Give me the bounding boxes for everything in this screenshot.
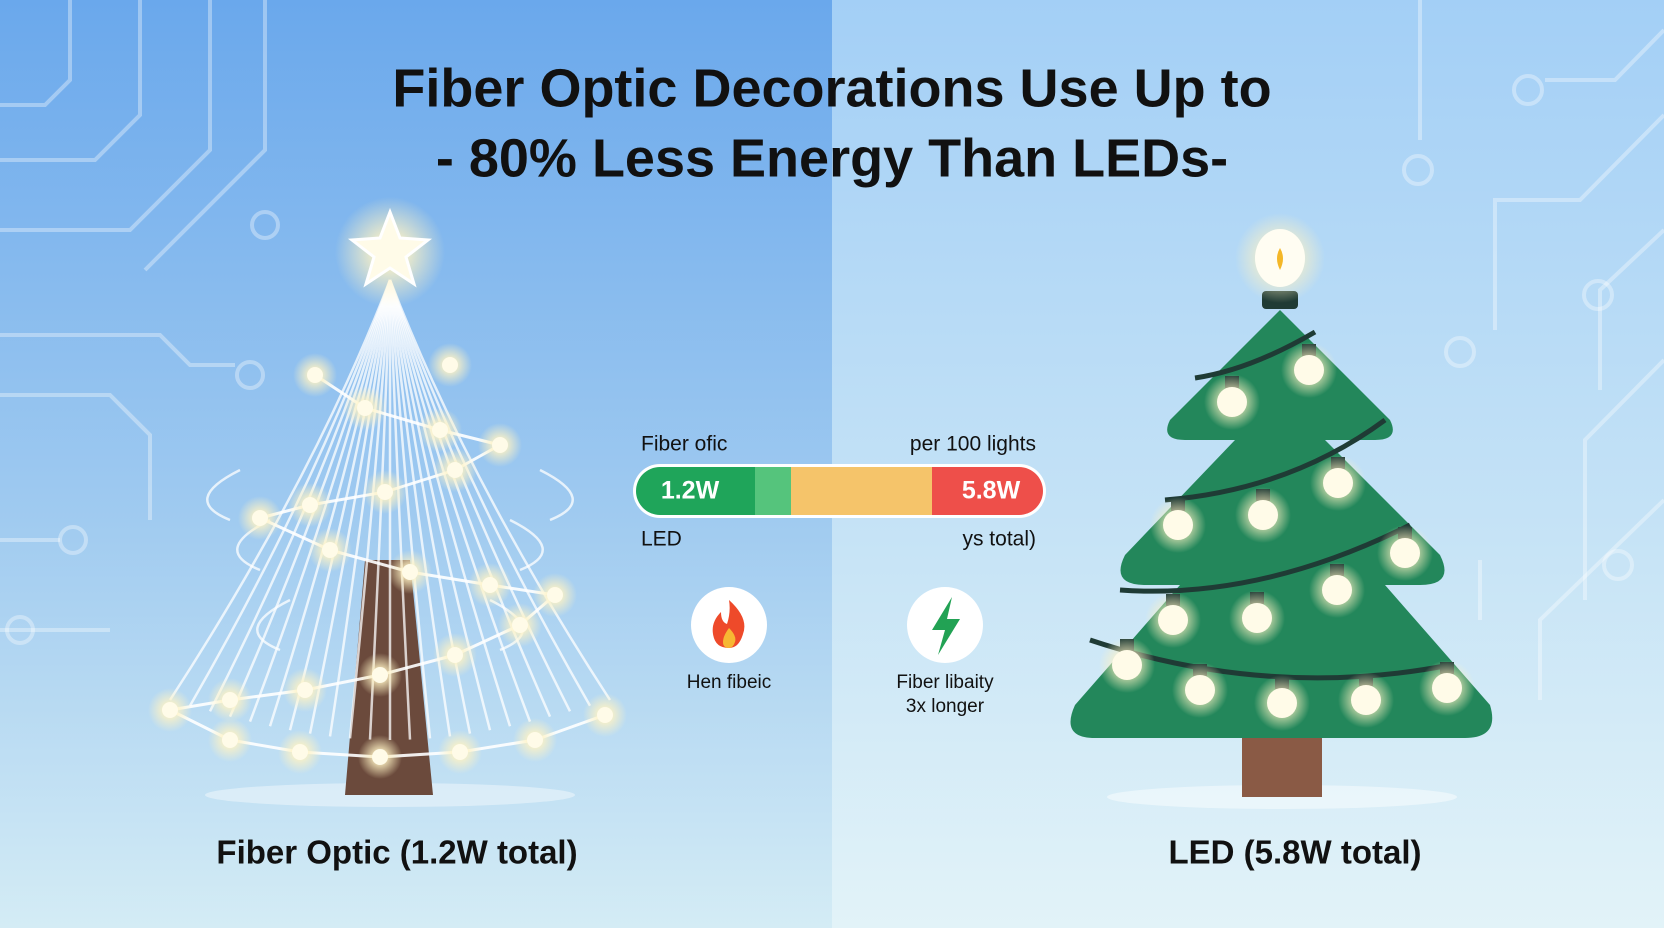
bar-left-value: 1.2W xyxy=(661,477,720,505)
light xyxy=(292,744,308,760)
light xyxy=(222,732,238,748)
light xyxy=(302,497,318,513)
fiber-strand xyxy=(308,279,392,734)
icon-labels: Hen fibeic Fiber libaity 3x longer xyxy=(687,672,994,717)
fiber-strand xyxy=(288,279,392,731)
fiber-strand xyxy=(168,279,392,701)
bar-bottom-left: LED xyxy=(641,528,682,551)
light xyxy=(432,422,448,438)
light xyxy=(597,707,613,723)
fiber-strand xyxy=(388,279,612,701)
flame-icon xyxy=(691,587,767,663)
bulb xyxy=(1217,387,1247,417)
bulb xyxy=(1432,673,1462,703)
light xyxy=(372,667,388,683)
bolt-icon xyxy=(907,587,983,663)
bulb xyxy=(1322,575,1352,605)
bulb xyxy=(1158,605,1188,635)
light xyxy=(372,749,388,765)
light xyxy=(547,587,563,603)
fiber-optic-tree xyxy=(148,197,627,807)
light xyxy=(512,617,528,633)
bar-bottom-right: ys total) xyxy=(962,528,1036,551)
bar-right-value: 5.8W xyxy=(962,477,1021,505)
garland xyxy=(1164,417,1387,503)
bulb xyxy=(1112,650,1142,680)
title-line-1: Fiber Optic Decorations Use Up to xyxy=(392,58,1271,118)
light xyxy=(447,647,463,663)
bulb xyxy=(1267,688,1297,718)
bulb xyxy=(1248,500,1278,530)
light xyxy=(252,510,268,526)
light xyxy=(482,577,498,593)
light xyxy=(162,702,178,718)
circuit-lines xyxy=(0,0,1664,700)
led-tree xyxy=(1070,213,1493,809)
title-line-2: - 80% Less Energy Than LEDs- xyxy=(436,128,1228,188)
tree-trunk xyxy=(1242,735,1322,797)
fiber-strand xyxy=(248,279,392,723)
light xyxy=(307,367,323,383)
icon-label: 3x longer xyxy=(906,696,985,717)
light xyxy=(297,682,313,698)
comparison-bar: Fiber ofic per 100 lights 1.2W 5.8W LED … xyxy=(633,433,1046,551)
fiber-strand xyxy=(268,279,392,727)
bulb xyxy=(1390,538,1420,568)
icon-label: Hen fibeic xyxy=(687,672,772,693)
light xyxy=(322,542,338,558)
light xyxy=(527,732,543,748)
light xyxy=(402,564,418,580)
light xyxy=(452,744,468,760)
garland xyxy=(1119,522,1412,594)
light xyxy=(377,484,393,500)
bulb xyxy=(1242,603,1272,633)
light xyxy=(357,400,373,416)
bulb xyxy=(1323,468,1353,498)
light xyxy=(222,692,238,708)
star xyxy=(347,207,433,288)
bar-top-right: per 100 lights xyxy=(910,433,1036,456)
bar-top-left: Fiber ofic xyxy=(641,433,727,456)
bulb xyxy=(1185,675,1215,705)
light xyxy=(447,462,463,478)
light xyxy=(492,437,508,453)
fiber-strand xyxy=(388,279,432,739)
fiber-strand xyxy=(388,279,592,707)
icon-label: Fiber libaity xyxy=(896,672,994,693)
bulb xyxy=(1294,355,1324,385)
light xyxy=(442,357,458,373)
fiber-strand xyxy=(388,279,512,727)
caption-left: Fiber Optic (1.2W total) xyxy=(216,834,577,871)
bulb xyxy=(1351,685,1381,715)
caption-right: LED (5.8W total) xyxy=(1169,834,1422,871)
bulb xyxy=(1163,510,1193,540)
garland xyxy=(1194,329,1317,381)
fiber-loop xyxy=(206,468,574,522)
